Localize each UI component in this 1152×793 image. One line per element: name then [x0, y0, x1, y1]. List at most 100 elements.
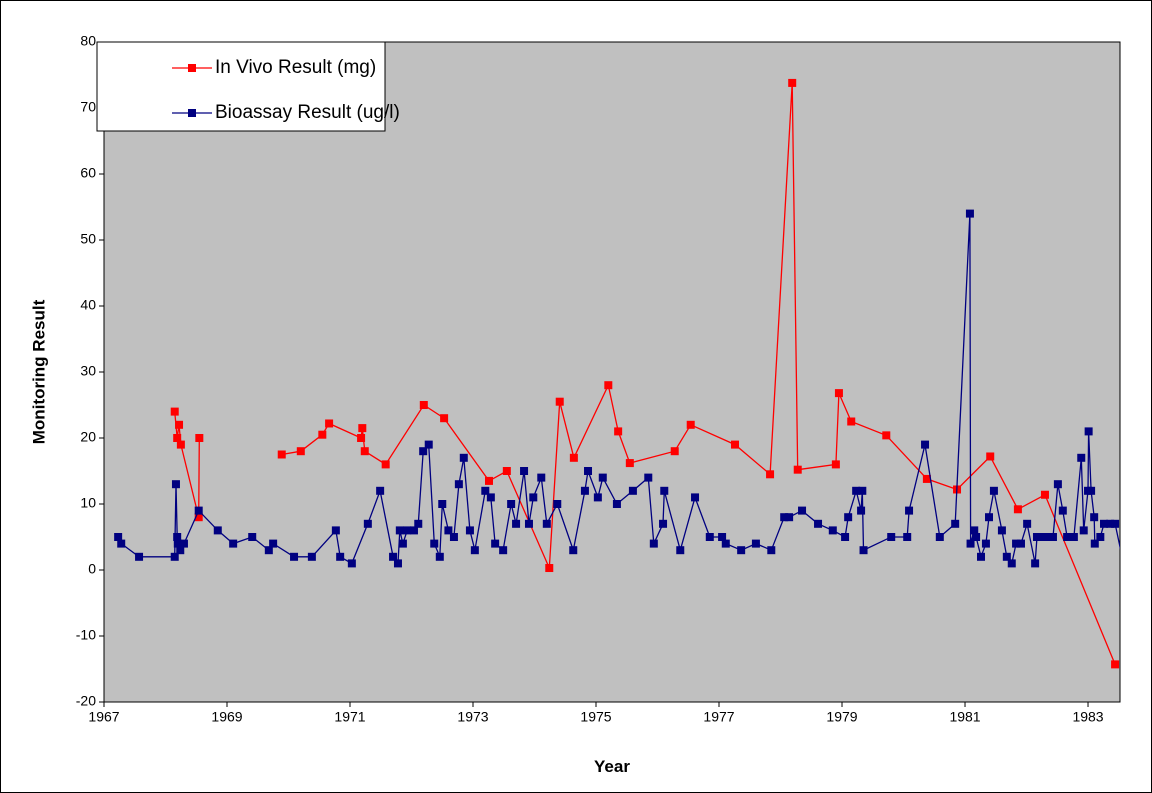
marker [524, 519, 533, 528]
marker [625, 459, 634, 468]
marker [814, 519, 823, 528]
marker [395, 526, 404, 535]
marker [1042, 533, 1051, 541]
marker [403, 526, 412, 535]
marker [357, 434, 366, 442]
plot-area [103, 41, 1121, 703]
marker [977, 552, 986, 561]
marker [486, 493, 495, 502]
marker [852, 486, 861, 495]
marker [798, 506, 807, 515]
marker [170, 407, 179, 416]
marker [1007, 559, 1016, 568]
marker [269, 539, 278, 548]
marker [859, 546, 868, 555]
marker [195, 434, 204, 442]
marker [358, 424, 367, 433]
marker [398, 539, 407, 548]
y-tick-label: -10 [76, 627, 96, 643]
marker [847, 417, 856, 426]
marker [828, 526, 837, 535]
marker [1069, 533, 1078, 541]
x-tick-label: 1967 [88, 709, 119, 725]
legend-marker [188, 64, 196, 72]
marker [970, 526, 979, 535]
marker [788, 78, 797, 87]
marker [512, 519, 521, 528]
y-tick-label: 80 [80, 33, 96, 49]
legend-label: Bioassay Result (ug/l) [215, 102, 400, 123]
marker [381, 460, 390, 469]
marker [1111, 519, 1120, 528]
marker [529, 493, 538, 502]
legend: In Vivo Result (mg) Bioassay Result (ug/l… [96, 41, 400, 132]
marker [858, 486, 867, 495]
y-tick-label: 10 [80, 495, 96, 511]
marker [331, 526, 340, 535]
marker [1012, 539, 1021, 548]
y-tick-label: 0 [88, 561, 96, 577]
marker [676, 546, 685, 555]
marker [1077, 453, 1086, 462]
x-tick-label: 1981 [949, 709, 980, 725]
series-layer [114, 78, 1120, 669]
marker [584, 467, 593, 475]
y-axis-title: Monitoring Result [29, 299, 48, 444]
marker [336, 552, 345, 561]
marker [705, 533, 714, 541]
marker [414, 519, 423, 528]
marker [1084, 427, 1093, 436]
marker [459, 453, 468, 462]
marker [318, 430, 327, 439]
y-tick-label: 60 [80, 165, 96, 181]
marker [173, 539, 182, 548]
marker [363, 519, 372, 528]
marker [887, 533, 896, 541]
marker [264, 546, 273, 555]
marker [409, 526, 418, 535]
marker [325, 419, 334, 428]
marker [502, 467, 511, 475]
marker [171, 480, 180, 489]
marker [520, 467, 529, 475]
marker [1063, 533, 1072, 541]
marker [1090, 513, 1099, 522]
x-tick-label: 1977 [703, 709, 734, 725]
marker [612, 500, 621, 508]
marker [1087, 486, 1096, 495]
marker [882, 431, 891, 440]
marker [691, 493, 700, 502]
marker [614, 427, 623, 436]
marker [922, 474, 931, 483]
marker [542, 519, 551, 528]
marker [499, 546, 508, 555]
marker [347, 559, 356, 568]
marker [419, 447, 428, 456]
marker [537, 473, 546, 482]
marker [176, 440, 185, 449]
marker [989, 486, 998, 495]
marker [1016, 539, 1025, 548]
marker [981, 539, 990, 548]
marker [997, 526, 1006, 535]
marker [114, 533, 123, 541]
marker [1031, 559, 1040, 568]
marker [857, 506, 866, 515]
marker [686, 420, 695, 429]
marker [430, 539, 439, 548]
legend-marker [188, 109, 196, 117]
marker [831, 460, 840, 469]
marker [290, 552, 299, 561]
marker [604, 381, 613, 390]
marker [277, 450, 286, 459]
marker [737, 546, 746, 555]
marker [1058, 506, 1067, 515]
marker [376, 486, 385, 495]
x-tick-label: 1979 [826, 709, 857, 725]
marker [194, 513, 203, 522]
marker [966, 539, 975, 548]
marker [481, 486, 490, 495]
marker [248, 533, 257, 541]
marker [972, 533, 981, 541]
